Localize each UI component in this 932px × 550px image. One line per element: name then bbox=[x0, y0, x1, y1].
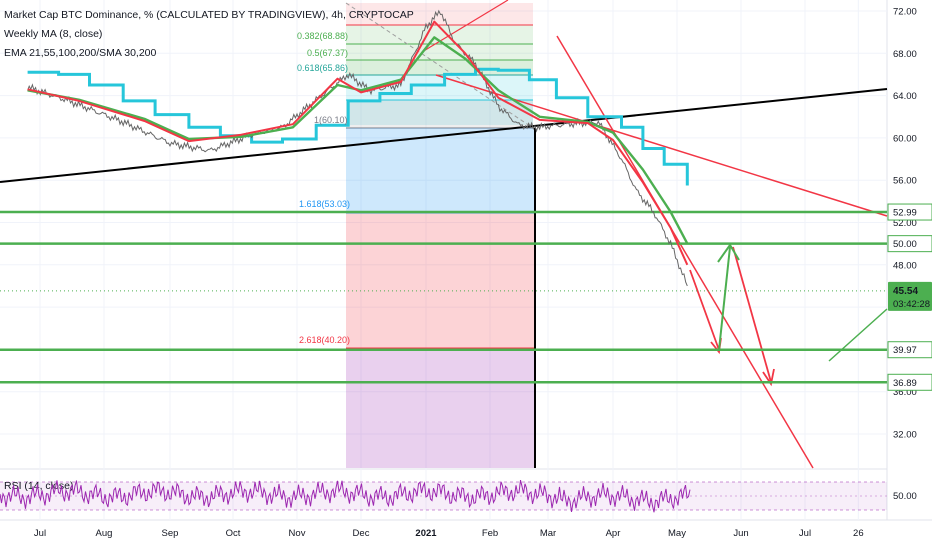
rsi-indicator: RSI (14, close) bbox=[0, 479, 887, 513]
x-tick-label: Mar bbox=[540, 528, 556, 539]
y-tick-label: 52.00 bbox=[893, 218, 917, 229]
indicator-label-weekly-ma: Weekly MA (8, close) bbox=[4, 28, 102, 40]
current-price-badge: 45.54 bbox=[893, 286, 918, 297]
rsi-series bbox=[0, 479, 691, 513]
ema-red-series bbox=[27, 20, 689, 266]
y-tick-label: 32.00 bbox=[893, 430, 917, 441]
x-tick-label: Feb bbox=[482, 528, 498, 539]
y-tick-label: 56.00 bbox=[893, 176, 917, 187]
rsi-tick-label: 50.00 bbox=[893, 491, 917, 502]
y-tick-label: 60.00 bbox=[893, 133, 917, 144]
y-tick-label: 68.00 bbox=[893, 49, 917, 60]
x-tick-label: May bbox=[668, 528, 686, 539]
green-drawings bbox=[717, 243, 888, 362]
x-tick-label: Aug bbox=[96, 528, 113, 539]
x-tick-label: Jul bbox=[799, 528, 811, 539]
x-tick-label: Oct bbox=[226, 528, 241, 539]
fib-retracement bbox=[345, 2, 534, 129]
x-tick-label: 2021 bbox=[415, 528, 437, 539]
data-series bbox=[27, 9, 689, 287]
up-arrow bbox=[718, 246, 731, 351]
x-tick-label: Dec bbox=[353, 528, 370, 539]
countdown-timer: 03:42:28 bbox=[893, 299, 930, 310]
level-badge: 50.00 bbox=[893, 239, 917, 250]
down-arrow-1 bbox=[689, 269, 720, 351]
y-tick-label: 72.00 bbox=[893, 7, 917, 18]
fib-extension bbox=[346, 128, 534, 468]
chart-header: Market Cap BTC Dominance, % (CALCULATED … bbox=[4, 9, 414, 59]
x-tick-label: Jun bbox=[733, 528, 748, 539]
x-tick-label: Jul bbox=[34, 528, 46, 539]
fib-label-1: 1(60.10) bbox=[314, 115, 348, 125]
x-tick-label: Apr bbox=[606, 528, 621, 539]
x-tick-label: Nov bbox=[289, 528, 306, 539]
support-trendline bbox=[0, 88, 888, 183]
y-tick-label: 64.00 bbox=[893, 91, 917, 102]
price-badges: 52.99 50.00 39.97 36.89 45.54 03:42:28 bbox=[887, 203, 932, 391]
fib-label-0382: 0.382(68.88) bbox=[297, 31, 348, 41]
fib-label-1618: 1.618(53.03) bbox=[299, 199, 350, 209]
weekly-ma-series bbox=[27, 67, 689, 186]
rebound-line bbox=[828, 308, 888, 362]
down-arrow-2 bbox=[732, 246, 772, 383]
chart-title: Market Cap BTC Dominance, % (CALCULATED … bbox=[4, 9, 414, 21]
fib-label-05: 0.5(67.37) bbox=[307, 48, 348, 58]
level-badge: 36.89 bbox=[893, 378, 917, 389]
ema-green-series bbox=[27, 36, 689, 245]
rise-line bbox=[421, 0, 509, 53]
x-tick-label: Sep bbox=[162, 528, 179, 539]
fib-label-2618: 2.618(40.20) bbox=[299, 335, 350, 345]
projection-line bbox=[556, 35, 814, 469]
y-tick-label: 36.00 bbox=[893, 387, 917, 398]
price-axis[interactable]: 72.0068.0064.0060.0056.0052.0048.0044.00… bbox=[893, 7, 917, 503]
horizontal-levels bbox=[0, 210, 887, 384]
x-tick-label: 26 bbox=[853, 528, 864, 539]
fib-label-0618: 0.618(65.86) bbox=[297, 63, 348, 73]
fib-labels: 1.618(53.03) 2.618(40.20) 0.382(68.88) 0… bbox=[297, 31, 350, 345]
level-badge: 52.99 bbox=[893, 208, 917, 219]
time-axis[interactable]: Jul Aug Sep Oct Nov Dec 2021 Feb Mar Apr May Jun Jul… bbox=[34, 528, 864, 539]
fib-trendline bbox=[345, 2, 534, 129]
level-badge: 39.97 bbox=[893, 345, 917, 356]
y-tick-label: 48.00 bbox=[893, 260, 917, 271]
indicator-label-ema: EMA 21,55,100,200/SMA 30,200 bbox=[4, 47, 157, 59]
